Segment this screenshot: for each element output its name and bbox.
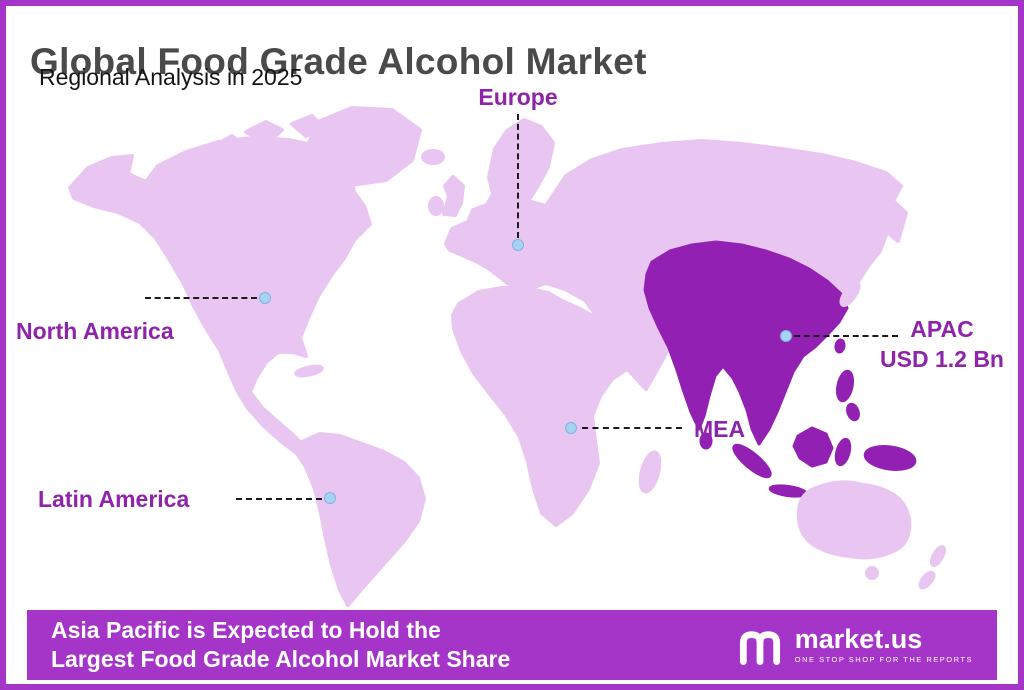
region-label-mea: MEA [694,416,746,442]
connector-apac [794,335,898,337]
region-apac-mainland [643,240,849,446]
marker-apac [780,330,792,342]
footer-caption-line2: Largest Food Grade Alcohol Market Share [51,646,511,672]
philippines-north [835,369,855,403]
japan [839,242,875,308]
united-kingdom [442,175,465,217]
sulawesi [834,437,852,467]
borneo [792,426,834,468]
tasmania [865,566,879,580]
java [768,484,808,498]
region-callout-apac: APAC USD 1.2 Bn [876,316,1008,373]
marker-latin-america [324,492,336,504]
region-label-apac: APAC [910,316,974,342]
footer-banner: Asia Pacific is Expected to Hold the Lar… [27,610,997,680]
market-us-logo: market.us ONE STOP SHOP FOR THE REPORTS [735,620,973,670]
connector-mea [582,427,682,429]
page-subtitle: Regional Analysis in 2025 [39,64,303,90]
continent-north-america [68,136,372,456]
connector-north-america [145,297,257,299]
cuba [294,364,324,378]
marker-north-america [259,292,271,304]
iceland [421,149,445,165]
japan-north [851,242,875,278]
brand-name: market.us [794,624,923,654]
madagascar [638,450,662,494]
continent-africa [451,286,648,527]
marker-mea [565,422,577,434]
page-title: Global Food Grade Alcohol Market [30,40,647,82]
japan-south [839,280,861,308]
footer-caption: Asia Pacific is Expected to Hold the Lar… [51,616,510,674]
philippines-south [846,402,860,422]
brand-tagline: ONE STOP SHOP FOR THE REPORTS [794,655,973,664]
new-zealand-south [918,570,936,590]
region-label-europe: Europe [478,84,558,110]
market-us-logo-icon [739,631,780,666]
taiwan [834,338,846,354]
marker-europe [512,239,524,251]
arctic-island-2 [290,114,326,138]
new-guinea [863,445,917,471]
connector-europe [517,114,519,238]
sri-lanka [699,432,713,450]
footer-caption-line1: Asia Pacific is Expected to Hold the [51,617,441,643]
ireland [428,196,444,216]
connector-latin-america [236,498,322,500]
region-label-latin-america: Latin America [38,486,190,512]
continent-australia [796,480,912,560]
region-value-apac: USD 1.2 Bn [880,346,1004,372]
brand-text: market.us ONE STOP SHOP FOR THE REPORTS [794,624,973,665]
continent-south-america [295,432,426,607]
apac-islands [699,338,917,498]
region-label-north-america: North America [16,318,174,344]
new-zealand-north [929,545,947,567]
sumatra [732,443,772,479]
